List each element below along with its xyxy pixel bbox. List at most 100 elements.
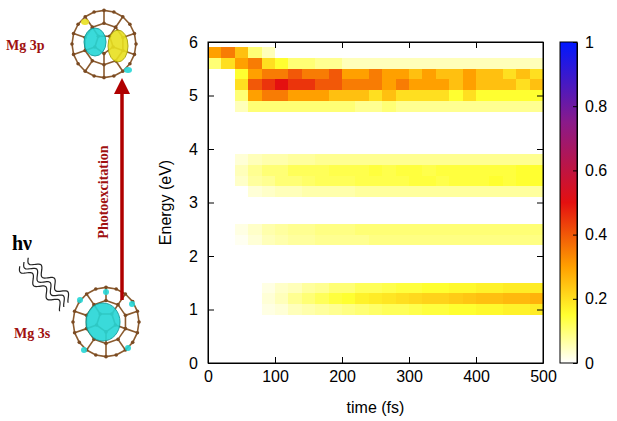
- heatmap-cell: [302, 304, 316, 315]
- heatmap-cell: [369, 58, 383, 69]
- heatmap-cell: [302, 176, 316, 187]
- heatmap-cell: [275, 224, 289, 235]
- cage-atom: [83, 69, 87, 73]
- heatmap-cell: [329, 58, 343, 69]
- heatmap-cell: [436, 165, 450, 176]
- tick: 0: [573, 355, 594, 372]
- heatmap-cell: [288, 47, 302, 58]
- heatmap-cell: [248, 69, 262, 80]
- wave-line: [24, 262, 65, 307]
- heatmap-cell: [329, 176, 343, 187]
- heatmap-cell: [422, 176, 436, 187]
- heatmap-cell: [422, 235, 436, 246]
- heatmap-cell: [329, 235, 343, 246]
- tick: [409, 42, 410, 48]
- heatmap-cell: [315, 47, 329, 58]
- heatmap-cell: [275, 283, 289, 294]
- heatmap-cell: [436, 47, 450, 58]
- heatmap-cell: [382, 58, 396, 69]
- tick: 0.2: [573, 290, 607, 307]
- cage-bond: [75, 329, 87, 333]
- heatmap-cell: [329, 293, 343, 304]
- heatmap-cell: [516, 47, 530, 58]
- tick-label: 100: [262, 368, 289, 385]
- tick: [537, 149, 543, 150]
- axis: 00.20.40.60.81: [573, 34, 607, 372]
- heatmap-cell: [436, 304, 450, 315]
- heatmap-cell: [248, 176, 262, 187]
- heatmap-cell: [208, 304, 222, 315]
- heatmap-cell: [208, 165, 222, 176]
- heatmap-cell: [530, 235, 543, 246]
- axis-line: [577, 43, 578, 364]
- tick-label: 400: [463, 368, 490, 385]
- heatmap-cell: [489, 79, 503, 90]
- heatmap-cell: [382, 90, 396, 101]
- cage-atom: [92, 74, 96, 78]
- heatmap-cell: [436, 69, 450, 80]
- heatmap-cell: [382, 186, 396, 197]
- heatmap-cell: [221, 224, 235, 235]
- heatmap-cell: [329, 101, 343, 112]
- heatmap-cell: [221, 176, 235, 187]
- heatmap-cell: [422, 58, 436, 69]
- cage-atom: [136, 331, 140, 335]
- heatmap-cell: [248, 90, 262, 101]
- cage-atom: [128, 22, 132, 26]
- heatmap-cell: [369, 224, 383, 235]
- cage-bond: [87, 294, 94, 305]
- cage-atom: [73, 309, 77, 313]
- heatmap-cell: [355, 47, 369, 58]
- heatmap-cell: [516, 90, 530, 101]
- heatmap-cell: [449, 58, 463, 69]
- heatmap-cell: [235, 47, 249, 58]
- heatmap-cell: [248, 47, 262, 58]
- orbital-lobe: [124, 67, 132, 73]
- tick: 2: [189, 248, 214, 265]
- heatmap-cell: [288, 235, 302, 246]
- cage-atom: [102, 21, 106, 25]
- heatmap-cell: [503, 47, 517, 58]
- cage-bond: [118, 339, 125, 350]
- heatmap-cell: [436, 79, 450, 90]
- heatmap-cell: [355, 101, 369, 112]
- heatmap-cell: [436, 283, 450, 294]
- heatmap-cell: [409, 79, 423, 90]
- heatmap-cell: [489, 224, 503, 235]
- cage-atom: [124, 314, 128, 318]
- heatmap-cell: [409, 165, 423, 176]
- cage-atom: [124, 327, 128, 331]
- tick: [342, 42, 343, 48]
- heatmap-cell: [396, 47, 410, 58]
- heatmap-cell: [302, 69, 316, 80]
- orbital-lobe: [81, 347, 87, 353]
- cage-atom: [112, 74, 116, 78]
- heatmap-cell: [476, 58, 490, 69]
- heatmap-cell: [275, 69, 289, 80]
- tick-label: 300: [396, 368, 423, 385]
- heatmap-cell: [302, 235, 316, 246]
- cage-bond: [92, 61, 104, 65]
- heatmap-cell: [382, 69, 396, 80]
- heatmap-cell: [396, 176, 410, 187]
- heatmap-cell: [275, 235, 289, 246]
- orbital-lobe: [84, 28, 106, 56]
- cage-atom: [137, 320, 141, 324]
- heatmap-cell: [449, 176, 463, 187]
- heatmap-cell: [489, 283, 503, 294]
- heatmap-cell: [248, 224, 262, 235]
- heatmap-cell: [315, 69, 329, 80]
- heatmap-cell: [449, 165, 463, 176]
- heatmap-cell: [422, 283, 436, 294]
- cage-atom: [104, 355, 108, 359]
- cage-atom: [78, 341, 82, 345]
- heatmap-cell: [208, 235, 222, 246]
- heatmap-cell: [262, 58, 276, 69]
- heatmap-cell: [315, 224, 329, 235]
- orbital-lobe: [77, 297, 83, 303]
- cage-bond: [125, 311, 137, 315]
- tick-mark: [573, 299, 577, 300]
- heatmap-cell: [463, 165, 477, 176]
- heatmap-cell: [530, 224, 543, 235]
- cage-atom: [104, 299, 108, 303]
